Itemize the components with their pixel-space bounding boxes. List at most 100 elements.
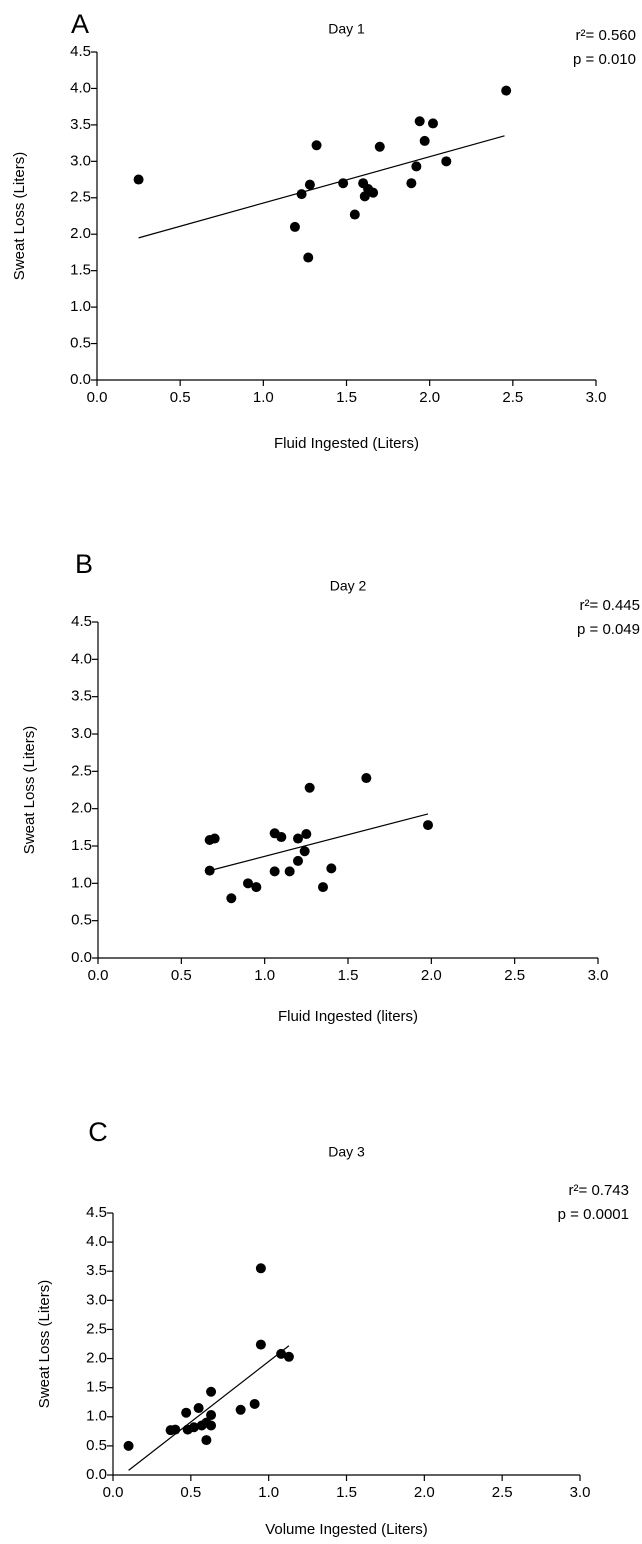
x-tick-label: 1.0 xyxy=(253,389,274,406)
point xyxy=(406,178,417,189)
y-tick-label: 0.0 xyxy=(70,371,91,388)
y-tick-label: 3.0 xyxy=(70,152,91,169)
point xyxy=(209,833,220,844)
y-tick-label: 0.5 xyxy=(71,912,92,929)
point xyxy=(181,1407,192,1418)
point xyxy=(304,782,315,793)
x-tick-label: 0.5 xyxy=(180,1484,201,1501)
annotation: p = 0.010 xyxy=(573,51,636,68)
y-tick-label: 4.5 xyxy=(71,613,92,630)
point xyxy=(284,866,295,877)
y-tick-label: 2.5 xyxy=(86,1320,107,1337)
y-tick-label: 0.5 xyxy=(86,1437,107,1454)
y-tick-label: 1.0 xyxy=(70,298,91,315)
point xyxy=(311,140,322,151)
x-tick-label: 2.0 xyxy=(419,389,440,406)
point xyxy=(276,1348,287,1359)
trend-line xyxy=(128,1345,290,1471)
y-axis-label: Sweat Loss (Liters) xyxy=(21,726,38,854)
y-tick-label: 0.0 xyxy=(71,949,92,966)
annotation: p = 0.0001 xyxy=(558,1206,629,1223)
point xyxy=(303,252,314,263)
point xyxy=(269,866,280,877)
point xyxy=(255,1263,266,1274)
x-axis-label: Volume Ingested (Liters) xyxy=(265,1521,428,1538)
y-tick-label: 4.0 xyxy=(70,79,91,96)
point xyxy=(276,832,287,843)
trend-line xyxy=(209,813,429,872)
point xyxy=(206,1386,217,1397)
x-tick-label: 0.0 xyxy=(103,1484,124,1501)
point xyxy=(338,178,349,189)
point xyxy=(283,1351,294,1362)
point xyxy=(249,1398,260,1409)
point xyxy=(133,174,144,185)
point xyxy=(414,116,425,127)
x-tick-label: 0.0 xyxy=(87,389,108,406)
point xyxy=(289,221,300,232)
point xyxy=(193,1403,204,1414)
panel-letter: A xyxy=(71,9,89,39)
x-axis-label: Fluid Ingested (liters) xyxy=(278,1008,418,1025)
point xyxy=(318,882,328,893)
panel-letter: C xyxy=(88,1117,108,1147)
x-tick-label: 0.5 xyxy=(170,389,191,406)
x-tick-label: 3.0 xyxy=(588,967,609,984)
y-tick-label: 4.5 xyxy=(86,1204,107,1221)
point xyxy=(170,1424,181,1435)
x-tick-label: 2.0 xyxy=(414,1484,435,1501)
point xyxy=(188,1422,199,1433)
point xyxy=(423,820,433,831)
point xyxy=(361,773,372,784)
x-tick-label: 2.5 xyxy=(492,1484,513,1501)
y-tick-label: 0.0 xyxy=(86,1466,107,1483)
point xyxy=(301,829,312,840)
y-tick-label: 3.5 xyxy=(86,1262,107,1279)
x-tick-label: 2.0 xyxy=(421,967,442,984)
chart-title: Day 2 xyxy=(330,578,367,594)
x-axis-label: Fluid Ingested (Liters) xyxy=(274,435,419,452)
y-tick-label: 4.0 xyxy=(86,1233,107,1250)
chart-title: Day 3 xyxy=(328,1144,365,1160)
annotation: p = 0.049 xyxy=(577,621,640,638)
point xyxy=(427,118,438,129)
x-tick-label: 1.0 xyxy=(258,1484,279,1501)
point xyxy=(204,865,215,876)
y-tick-label: 4.0 xyxy=(71,650,92,667)
point xyxy=(374,141,385,152)
y-tick-label: 4.5 xyxy=(70,43,91,60)
y-tick-label: 3.0 xyxy=(71,725,92,742)
y-tick-label: 2.5 xyxy=(70,189,91,206)
chart-title: Day 1 xyxy=(328,21,365,37)
point xyxy=(255,1339,266,1350)
point xyxy=(368,187,379,198)
y-axis-label: Sweat Loss (Liters) xyxy=(11,152,28,280)
x-tick-label: 3.0 xyxy=(570,1484,591,1501)
point xyxy=(123,1440,134,1451)
y-tick-label: 2.0 xyxy=(71,800,92,817)
point xyxy=(293,833,303,844)
x-tick-label: 0.5 xyxy=(171,967,192,984)
x-tick-label: 1.0 xyxy=(254,967,275,984)
point xyxy=(419,135,430,146)
annotation: r²= 0.743 xyxy=(569,1182,629,1199)
y-tick-label: 3.0 xyxy=(86,1291,107,1308)
trend-line xyxy=(138,135,505,239)
annotation: r²= 0.445 xyxy=(580,597,640,614)
y-tick-label: 1.5 xyxy=(70,262,91,279)
point xyxy=(304,179,315,190)
x-tick-label: 2.5 xyxy=(502,389,523,406)
point xyxy=(206,1420,217,1431)
y-tick-label: 1.0 xyxy=(71,874,92,891)
x-tick-label: 0.0 xyxy=(88,967,109,984)
x-tick-label: 1.5 xyxy=(336,389,357,406)
annotation: r²= 0.560 xyxy=(576,27,636,44)
x-tick-label: 3.0 xyxy=(586,389,607,406)
point xyxy=(293,855,303,866)
point xyxy=(501,85,512,96)
y-axis-label: Sweat Loss (Liters) xyxy=(36,1280,53,1408)
y-tick-label: 1.5 xyxy=(71,837,92,854)
point xyxy=(201,1435,212,1446)
y-tick-label: 1.5 xyxy=(86,1379,107,1396)
